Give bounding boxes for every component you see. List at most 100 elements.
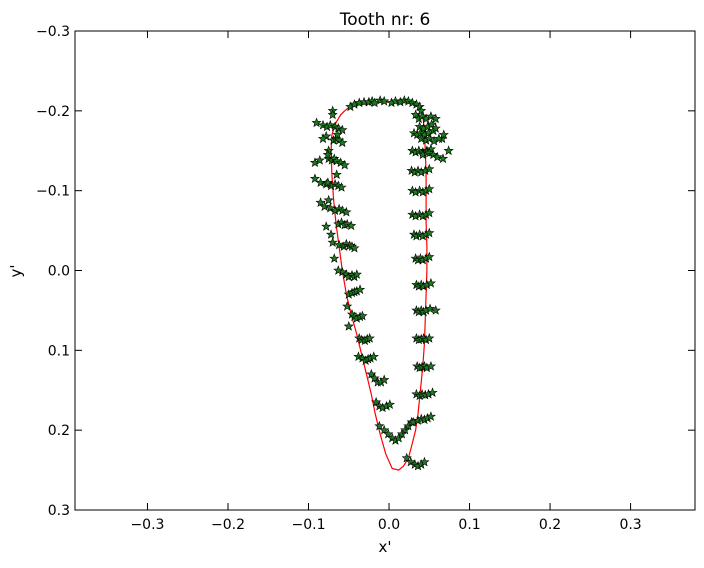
- landmark-point: [438, 129, 449, 140]
- landmark-point: [432, 151, 443, 162]
- landmark-point: [424, 227, 435, 238]
- landmark-point: [379, 424, 390, 435]
- landmark-point: [424, 207, 435, 218]
- landmark-point: [311, 117, 322, 128]
- landmark-point: [336, 182, 347, 192]
- landmark-point: [335, 157, 346, 168]
- landmark-point: [321, 221, 332, 231]
- landmark-point: [379, 95, 390, 106]
- landmark-point: [424, 303, 436, 314]
- plot-area: −0.3 −0.2 −0.1 0.0 0.1 0.2 0.3 −0.3 −0.2 −0.1 0.0 0…: [36, 24, 696, 533]
- landmark-point: [416, 105, 427, 116]
- landmark-point: [325, 229, 337, 239]
- landmark-point: [369, 372, 380, 383]
- y-tick-label: −0.3: [36, 24, 70, 40]
- landmark-point: [327, 109, 338, 120]
- landmark-point: [317, 133, 329, 144]
- landmark-point: [357, 310, 368, 321]
- y-tick-label: 0.1: [48, 343, 70, 359]
- x-tick-label: −0.1: [292, 517, 326, 533]
- landmark-point: [334, 239, 345, 250]
- x-tick-label: 0.0: [378, 517, 400, 533]
- chart-title: Tooth nr: 6: [339, 10, 431, 30]
- landmark-point: [424, 251, 435, 262]
- landmark-point: [342, 301, 353, 311]
- landmark-point: [430, 305, 441, 315]
- landmark-point: [424, 163, 435, 174]
- landmark-point: [364, 333, 375, 343]
- landmark-point: [309, 173, 321, 184]
- y-tick-label: −0.1: [36, 184, 70, 200]
- landmark-point: [425, 411, 436, 421]
- landmark-point: [354, 284, 366, 294]
- landmark-point: [401, 452, 412, 463]
- landmark-point: [332, 129, 343, 140]
- landmark-point: [319, 201, 330, 211]
- landmark-point: [343, 321, 354, 331]
- landmark-point: [396, 428, 408, 439]
- landmark-point: [393, 432, 404, 443]
- landmark-point: [437, 153, 449, 164]
- y-axis-label: y': [7, 264, 25, 277]
- y-tick-label: −0.2: [36, 104, 70, 120]
- landmark-point: [425, 277, 436, 288]
- landmark-point: [410, 109, 421, 120]
- landmark-point: [368, 351, 379, 362]
- landmark-point: [443, 145, 454, 156]
- landmark-point: [400, 424, 411, 435]
- landmark-point: [346, 220, 357, 231]
- landmark-point: [405, 456, 416, 467]
- landmark-point: [325, 119, 336, 130]
- landmark-point: [323, 194, 334, 205]
- x-tick-label: −0.2: [211, 517, 245, 533]
- landmark-point: [339, 159, 350, 170]
- landmark-point: [428, 149, 439, 160]
- landmark-point: [331, 169, 342, 180]
- landmark-point: [416, 111, 428, 121]
- landmark-point: [424, 333, 435, 343]
- landmark-point: [337, 137, 348, 148]
- landmark-point: [322, 149, 333, 160]
- x-tick-label: 0.3: [619, 517, 641, 533]
- landmark-point: [426, 119, 437, 129]
- landmark-point: [425, 360, 436, 371]
- landmark-point: [414, 101, 425, 112]
- landmark-point: [384, 399, 395, 409]
- x-tick-label: 0.1: [458, 517, 480, 533]
- landmark-point: [325, 202, 336, 213]
- x-tick-label: 0.2: [539, 517, 561, 533]
- landmark-point: [366, 368, 377, 379]
- landmark-point: [416, 133, 427, 144]
- y-tick-label: 0.3: [48, 503, 70, 519]
- landmark-point: [314, 154, 325, 165]
- landmark-point: [333, 265, 344, 275]
- landmark-point: [390, 95, 401, 106]
- y-tick-label: 0.2: [48, 423, 70, 439]
- landmark-point: [430, 123, 441, 133]
- landmark-point: [379, 374, 390, 385]
- landmark-point: [369, 97, 380, 108]
- landmark-point: [419, 456, 430, 467]
- landmark-point: [329, 253, 340, 263]
- landmark-point: [315, 197, 326, 207]
- landmark-point: [425, 111, 436, 121]
- landmark-point: [374, 420, 385, 431]
- landmark-point: [430, 113, 441, 124]
- landmark-point: [371, 396, 382, 407]
- landmark-point: [383, 428, 394, 439]
- landmark-point: [341, 206, 352, 217]
- x-axis-label: x': [378, 538, 391, 556]
- landmark-points: [309, 95, 454, 471]
- landmark-point: [322, 177, 333, 188]
- y-tick-label: 0.0: [48, 264, 70, 280]
- landmark-point: [424, 133, 435, 144]
- landmark-point: [427, 387, 438, 397]
- x-tick-label: −0.3: [130, 517, 164, 533]
- landmark-point: [327, 237, 338, 247]
- landmark-point: [351, 269, 362, 279]
- landmark-point: [337, 124, 348, 135]
- landmark-point: [349, 242, 360, 253]
